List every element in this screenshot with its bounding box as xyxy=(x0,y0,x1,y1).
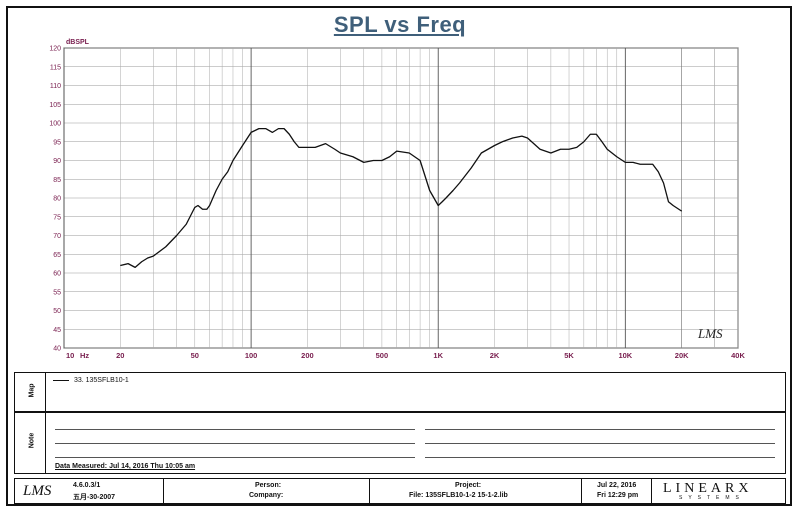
y-tick-label: 95 xyxy=(53,139,61,146)
footer-project-label: Project: xyxy=(455,482,482,489)
x-tick-label: 100 xyxy=(245,351,258,360)
note-panel-label: Note xyxy=(28,432,36,449)
y-tick-label: 90 xyxy=(53,158,61,165)
footer-divider xyxy=(369,479,370,503)
y-tick-label: 50 xyxy=(53,308,61,315)
footer-divider xyxy=(581,479,582,503)
footer-file-label: File: 135SFLB10-1-2 15-1-2.lib xyxy=(409,492,508,499)
y-tick-label: 60 xyxy=(53,271,61,278)
footer-brand-sub: SYSTEMS xyxy=(679,495,745,501)
x-tick-label: 1K xyxy=(433,351,443,360)
spl-chart: 404550556065707580859095100105110115120 … xyxy=(49,39,745,360)
x-tick-label: 40K xyxy=(731,351,745,360)
x-tick-label: 5K xyxy=(564,351,574,360)
y-tick-label: 100 xyxy=(49,121,61,128)
note-line xyxy=(55,429,415,430)
chart-title: SPL vs Freq xyxy=(333,12,467,37)
map-panel: Map 33. 135SFLB10-1 xyxy=(14,372,786,412)
y-tick-label: 110 xyxy=(50,83,61,90)
x-tick-label: 20 xyxy=(116,351,124,360)
y-tick-label: 40 xyxy=(53,346,61,353)
x-tick-label: 10K xyxy=(618,351,632,360)
footer-date-line1: Jul 22, 2016 xyxy=(597,482,637,489)
y-tick-label: 55 xyxy=(53,289,61,296)
footer-divider xyxy=(651,479,652,503)
series-line xyxy=(120,127,683,269)
y-tick-label: 115 xyxy=(50,64,61,71)
x-tick-labels: 10 20 50 100 200 500 1K 2K 5K 10K 20K 40K xyxy=(66,351,745,360)
lms-watermark: LMS xyxy=(697,326,723,341)
x-axis-unit: Hz xyxy=(80,351,89,360)
note-line xyxy=(55,443,415,444)
legend-entry: 33. 135SFLB10-1 xyxy=(53,377,129,384)
panel-divider xyxy=(45,373,46,411)
x-tick-label: 50 xyxy=(191,351,199,360)
x-tick-label: 20K xyxy=(675,351,689,360)
footer-divider xyxy=(163,479,164,503)
x-tick-label: 200 xyxy=(301,351,314,360)
note-line xyxy=(55,457,415,458)
y-tick-label: 75 xyxy=(53,214,61,221)
footer-date-code: 五月-30-2007 xyxy=(73,494,116,501)
note-panel: Note Data Measured: Jul 14, 2016 Thu 10:… xyxy=(14,412,786,474)
footer-brand: LINEARX xyxy=(663,481,753,496)
note-line xyxy=(425,429,775,430)
y-tick-label: 65 xyxy=(53,252,61,259)
note-line xyxy=(425,443,775,444)
y-tick-label: 45 xyxy=(53,327,61,334)
y-tick-labels: 40 45 50 55 60 65 70 75 80 85 90 95 100 105 110 115 120 xyxy=(49,46,61,353)
y-tick-label: 85 xyxy=(53,177,61,184)
page-frame xyxy=(6,6,792,506)
panel-divider xyxy=(45,413,46,473)
y-tick-label: 120 xyxy=(49,46,61,53)
footer-version: 4.6.0.3/1 xyxy=(73,482,101,489)
footer-date-line2: Fri 12:29 pm xyxy=(597,492,639,499)
x-tick-label: 2K xyxy=(490,351,500,360)
legend-label: 33. 135SFLB10-1 xyxy=(73,377,129,384)
footer-bar: LMS 4.6.0.3/1 五月-30-2007 Person: Company… xyxy=(14,478,786,504)
footer-company-label: Company: xyxy=(249,492,284,499)
x-tick-label: 500 xyxy=(376,351,389,360)
chart-grid xyxy=(63,47,739,349)
y-tick-label: 80 xyxy=(53,196,61,203)
y-axis-label: dBSPL xyxy=(66,39,90,46)
note-line xyxy=(425,457,775,458)
series-group xyxy=(120,127,683,269)
x-tick-label: 10 xyxy=(66,351,74,360)
y-tick-label: 105 xyxy=(49,102,61,109)
data-measured-text: Data Measured: Jul 14, 2016 Thu 10:05 am xyxy=(55,463,196,470)
legend-swatch xyxy=(53,379,69,381)
y-tick-label: 70 xyxy=(53,233,61,240)
footer-person-label: Person: xyxy=(255,482,282,489)
footer-lms-logo: LMS xyxy=(23,483,52,499)
map-panel-label: Map xyxy=(28,383,36,398)
